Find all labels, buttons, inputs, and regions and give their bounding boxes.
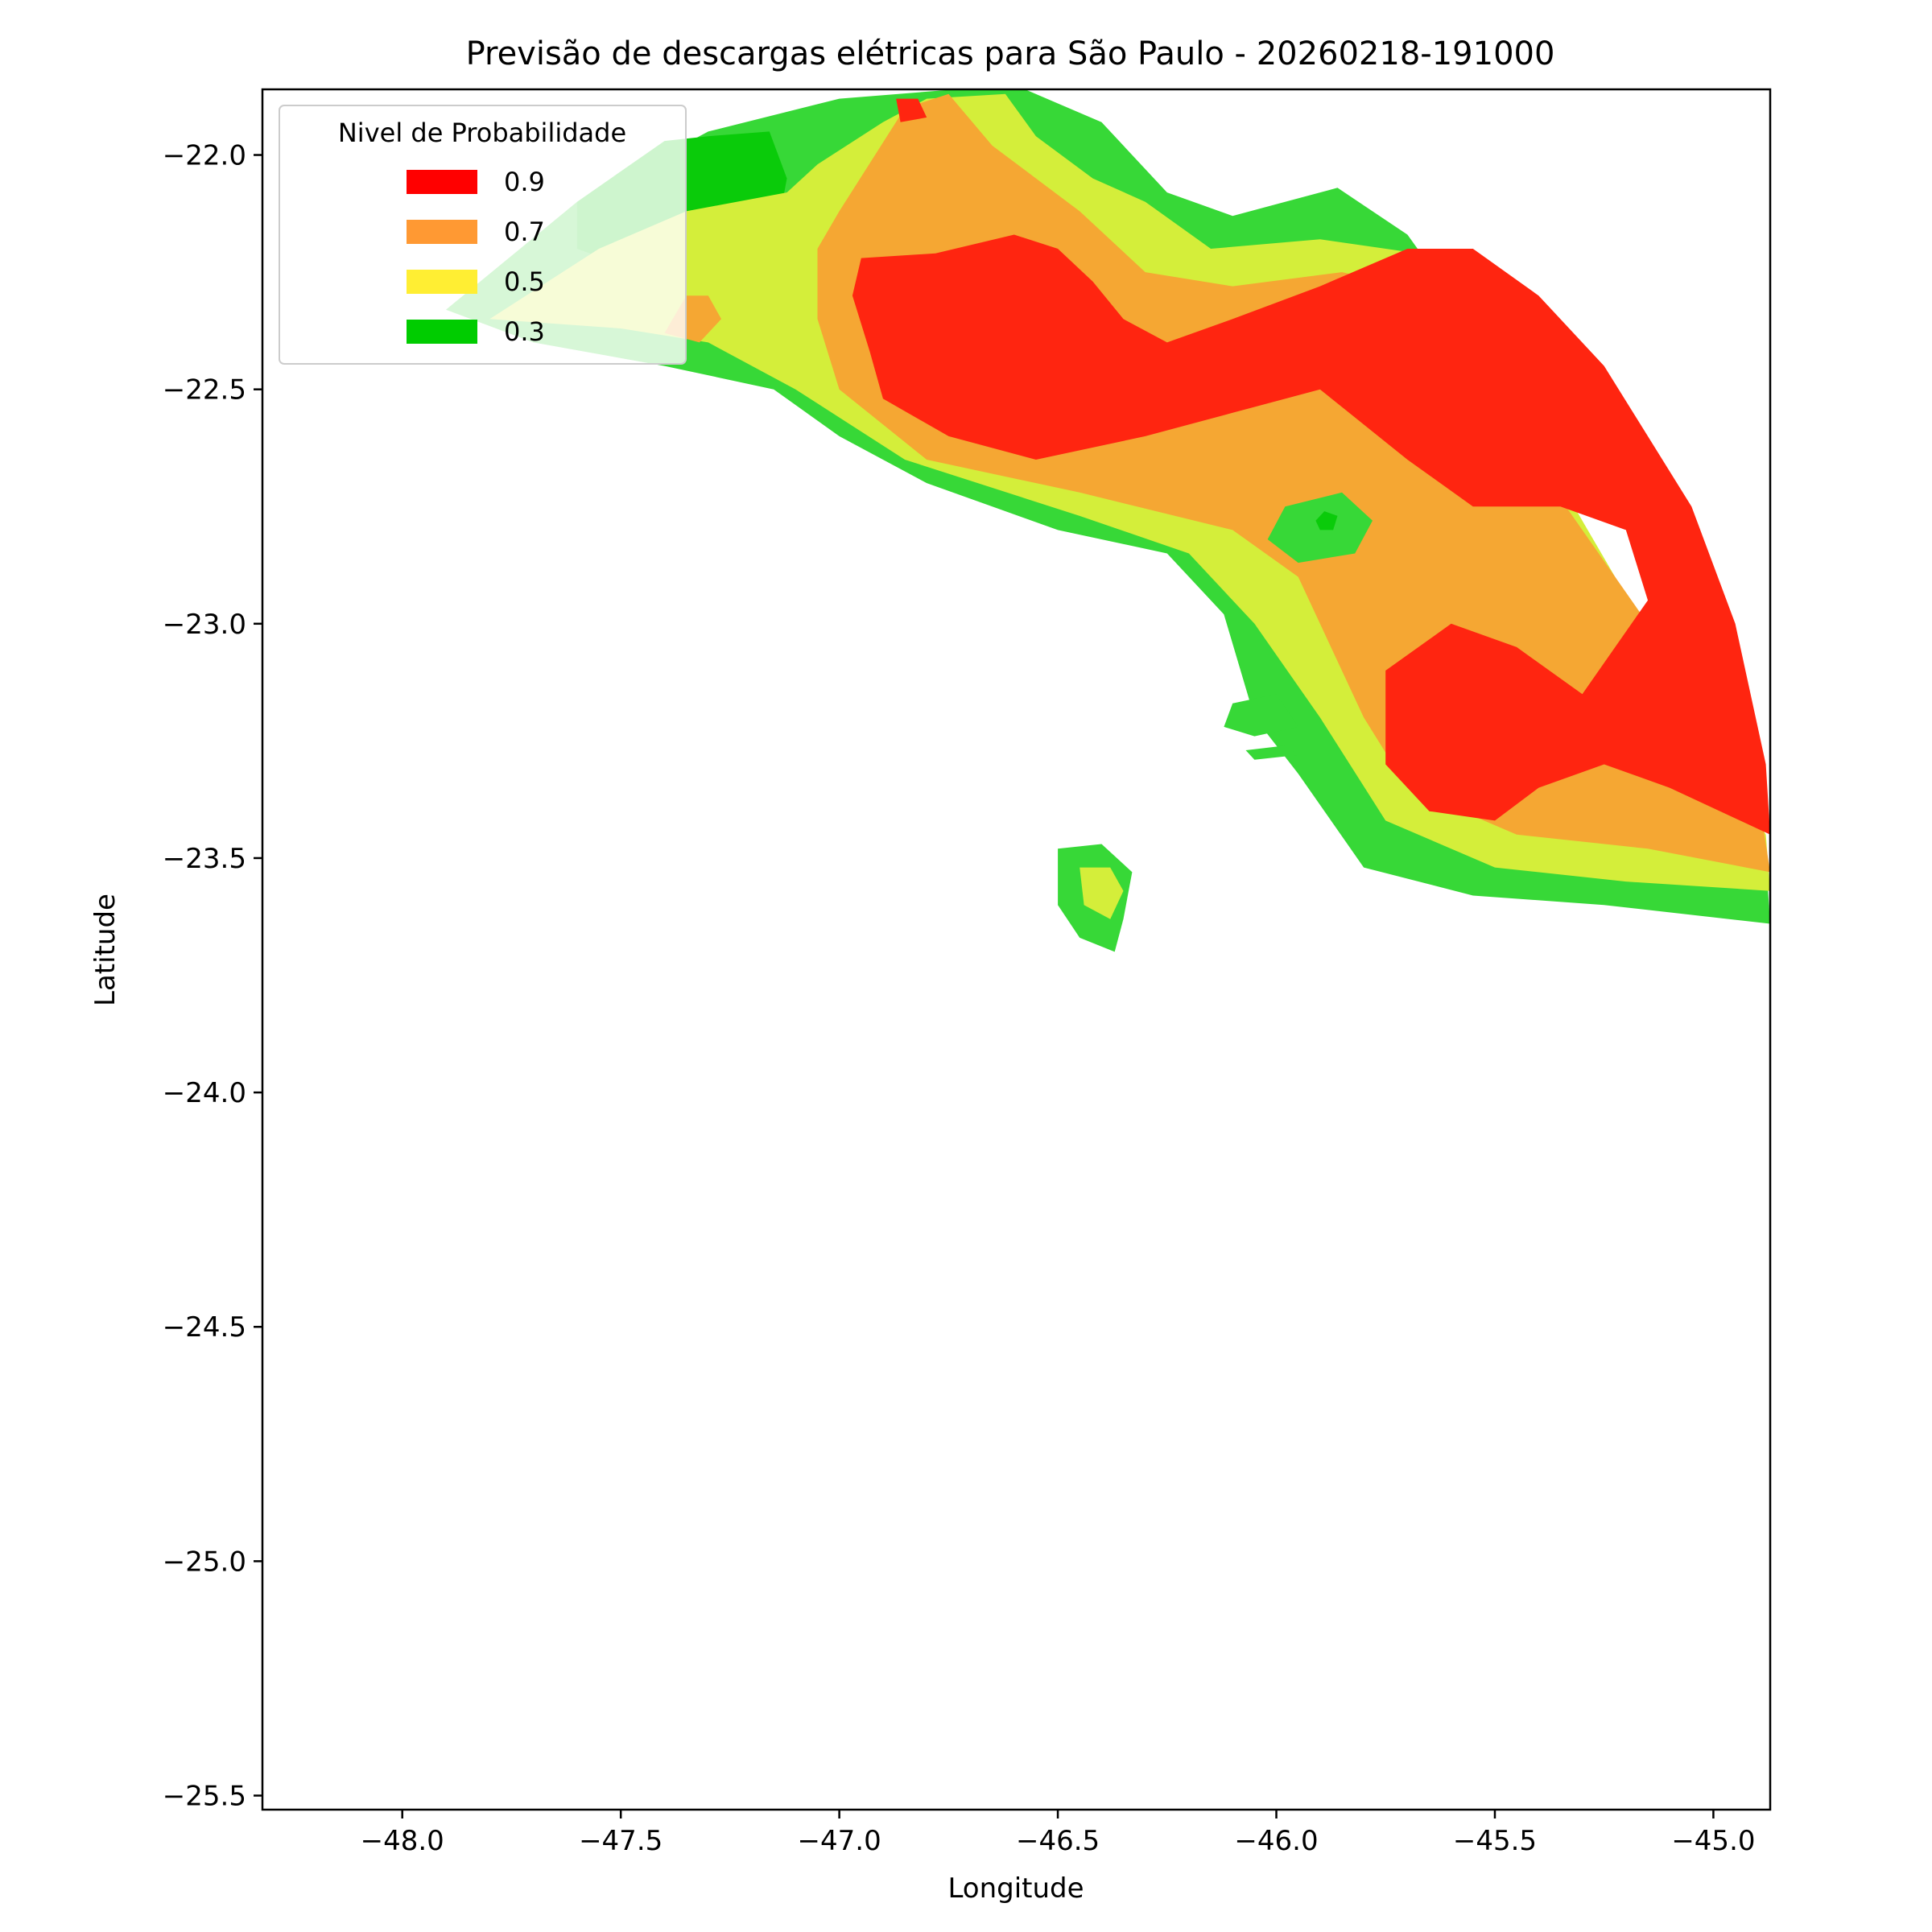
contour-regions	[446, 89, 1770, 952]
y-axis: −22.0 −22.5 −23.0 −23.5 −24.0 −24.5 −25.0 −25.5	[163, 140, 262, 1813]
y-tick-label: −23.0	[163, 609, 246, 641]
x-tick-label: −46.5	[1016, 1825, 1100, 1857]
legend-swatch-03	[407, 320, 477, 344]
y-tick-label: −24.5	[163, 1311, 246, 1344]
legend: Nivel de Probabilidade 0.9 0.7 0.5 0.3	[279, 105, 687, 365]
contour-region-03-dark-12	[1315, 511, 1338, 530]
plot-frame	[261, 88, 1772, 1811]
x-tick-label: −45.0	[1671, 1825, 1755, 1857]
legend-label-07: 0.7	[504, 217, 545, 247]
y-tick-label: −25.5	[163, 1781, 246, 1813]
y-tick-label: −22.5	[163, 374, 246, 407]
contour-region-05-6	[1080, 867, 1124, 919]
legend-title: Nivel de Probabilidade	[338, 118, 626, 148]
legend-label-09: 0.9	[504, 167, 545, 197]
x-axis-label: Longitude	[947, 1872, 1084, 1905]
y-axis-label: Latitude	[89, 894, 122, 1006]
legend-box	[279, 105, 687, 365]
x-tick-label: −47.0	[798, 1825, 881, 1857]
x-tick-label: −48.0	[361, 1825, 444, 1857]
x-tick-label: −46.0	[1234, 1825, 1318, 1857]
contour-region-09-10	[896, 98, 927, 122]
x-tick-label: −47.5	[579, 1825, 663, 1857]
x-tick-label: −45.5	[1453, 1825, 1537, 1857]
chart-title: Previsão de descargas elétricas para São…	[466, 35, 1555, 72]
legend-label-03: 0.3	[504, 316, 545, 347]
legend-swatch-05	[407, 270, 477, 294]
contour-region-03-2	[1224, 694, 1298, 737]
contour-region-03-3	[1245, 745, 1298, 760]
legend-swatch-09	[407, 170, 477, 194]
contour-region-09-9	[852, 234, 1770, 835]
y-tick-label: −22.0	[163, 140, 246, 172]
y-tick-label: −25.0	[163, 1546, 246, 1578]
legend-swatch-07	[407, 220, 477, 244]
legend-label-05: 0.5	[504, 266, 545, 297]
x-axis: −48.0 −47.5 −47.0 −46.5 −46.0 −45.5 −45.0	[361, 1810, 1756, 1857]
y-tick-label: −24.0	[163, 1077, 246, 1109]
y-tick-label: −23.5	[163, 843, 246, 875]
